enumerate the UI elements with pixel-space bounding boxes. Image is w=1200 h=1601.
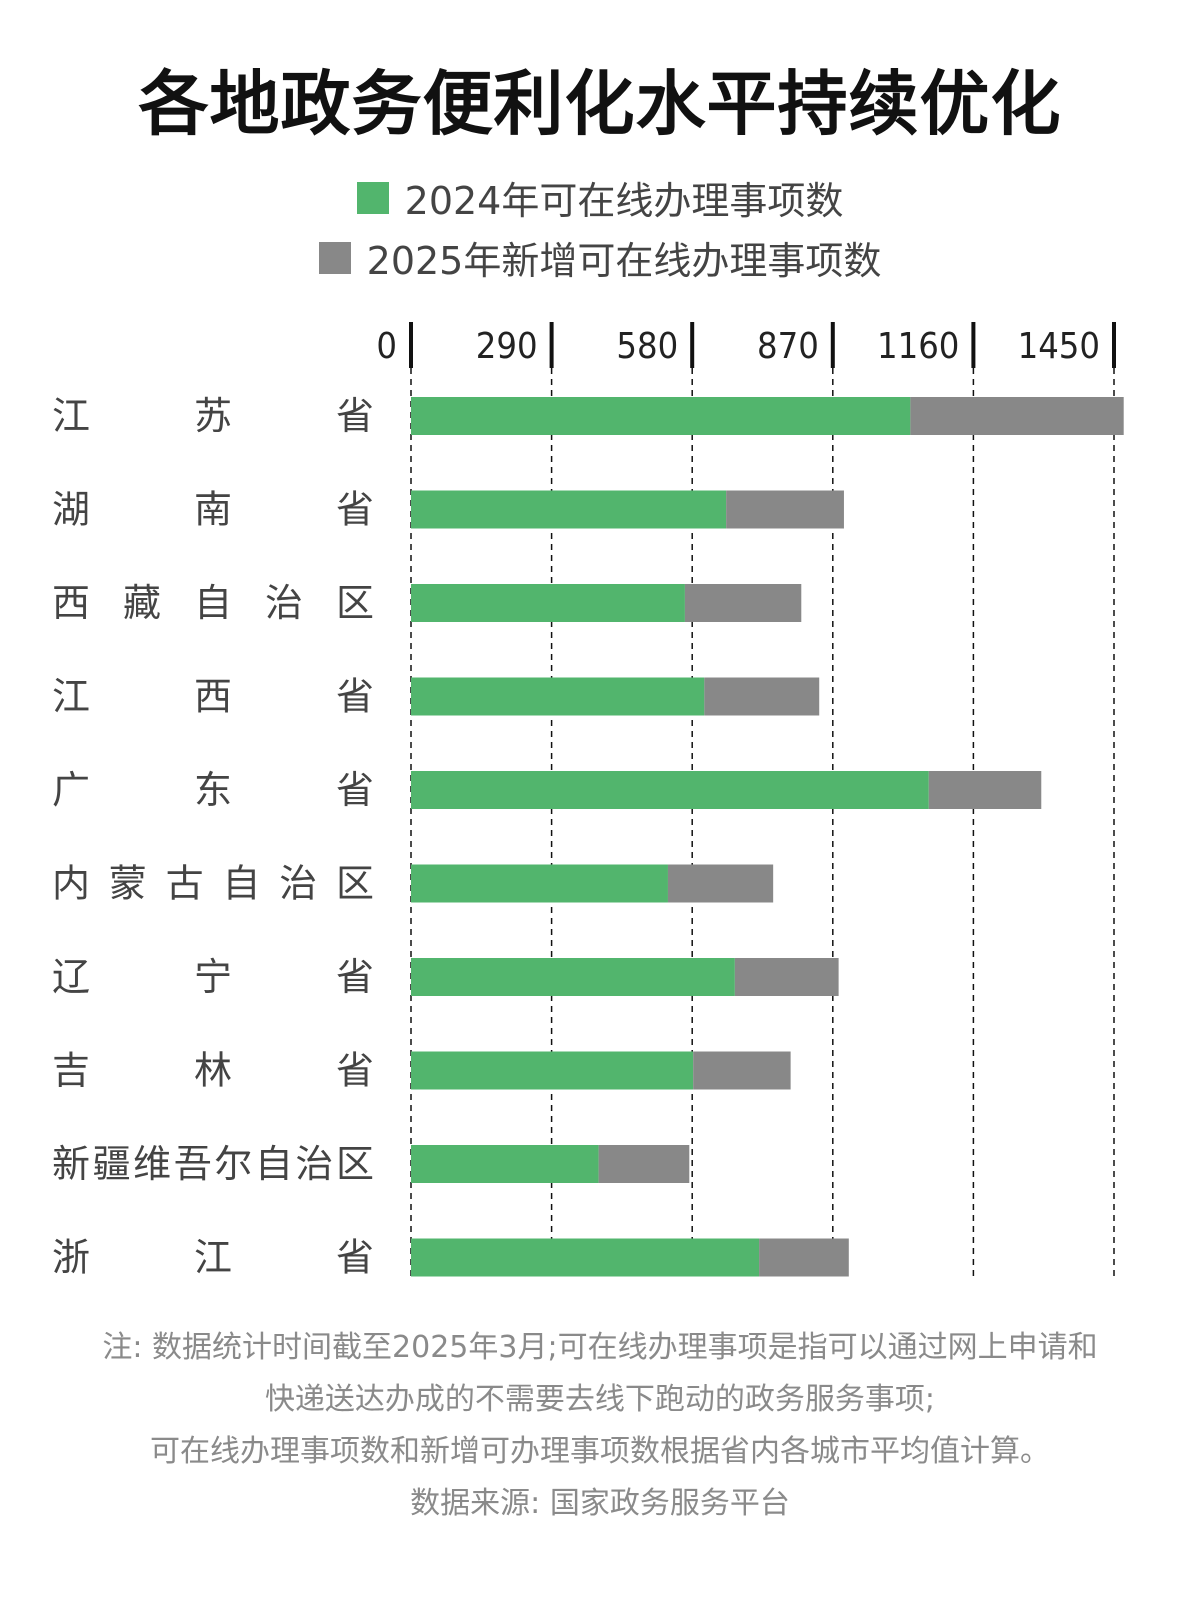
category-label: 浙江省: [52, 1236, 374, 1280]
stacked-bar-chart: 0 290 580 870 1160 1450 江苏省湖南省西藏自治区江西省广东省内蒙古自治…: [52, 322, 1124, 1280]
bar-2025-new: [726, 490, 844, 529]
bar-2024: [411, 677, 705, 716]
bar-2025-new: [759, 1238, 849, 1277]
footer-note: 注: 数据统计时间截至2025年3月;可在线办理事项是指可以通过网上申请和 快递…: [0, 1322, 1200, 1530]
x-tick-label: 290: [476, 326, 538, 367]
legend-entry-2025: 2025年新增可在线办理事项数: [0, 230, 1200, 285]
bar-2024: [411, 397, 911, 435]
category-label: 广东省: [52, 768, 374, 812]
bar-2024: [411, 1238, 760, 1277]
bar-2025-new: [598, 1145, 690, 1183]
category-label: 辽宁省: [52, 955, 374, 999]
bar-2025-new: [693, 1051, 791, 1090]
x-tick-label: 0: [376, 326, 397, 367]
category-label: 江苏省: [52, 394, 374, 438]
bar-2025-new: [928, 771, 1042, 809]
bar-2024: [411, 584, 685, 622]
legend-label-2025: 2025年新增可在线办理事项数: [366, 239, 882, 283]
legend-swatch-gray: [318, 241, 351, 274]
bar-2025-new: [667, 864, 774, 903]
bar-2024: [411, 958, 735, 996]
x-tick-label: 1450: [1018, 326, 1100, 367]
legend-entry-2024: 2024年可在线办理事项数: [0, 170, 1200, 225]
page-title: 各地政务便利化水平持续优化: [138, 63, 1062, 145]
x-tick-label: 1160: [877, 326, 959, 367]
bar-2025-new: [704, 677, 820, 716]
bar-2024: [411, 1145, 599, 1183]
legend-swatch-green: [356, 181, 389, 214]
footer-note-line-1: 注: 数据统计时间截至2025年3月;可在线办理事项是指可以通过网上申请和: [102, 1330, 1098, 1365]
category-label: 湖南省: [52, 488, 374, 532]
footer-source: 数据来源: 国家政务服务平台: [410, 1486, 790, 1521]
footer-note-line-2: 快递送达办成的不需要去线下跑动的政务服务事项;: [264, 1382, 936, 1417]
bar-2024: [411, 1051, 694, 1090]
bar-2024: [411, 771, 929, 809]
x-tick-label: 580: [616, 326, 678, 367]
category-label: 内蒙古自治区: [52, 862, 374, 906]
category-label: 吉林省: [52, 1049, 374, 1093]
category-label: 新疆维吾尔自治区: [52, 1142, 374, 1186]
bar-2025-new: [684, 584, 802, 622]
bar-2024: [411, 490, 727, 529]
bar-2025-new: [734, 958, 839, 996]
category-label: 江西省: [52, 675, 374, 719]
footer-note-line-3: 可在线办理事项数和新增可办理事项数根据省内各城市平均值计算。: [150, 1434, 1050, 1469]
x-tick-label: 870: [757, 326, 819, 367]
legend-label-2024: 2024年可在线办理事项数: [404, 179, 844, 223]
category-label: 西藏自治区: [52, 581, 374, 625]
bar-2025-new: [910, 397, 1124, 435]
bar-2024: [411, 864, 668, 903]
